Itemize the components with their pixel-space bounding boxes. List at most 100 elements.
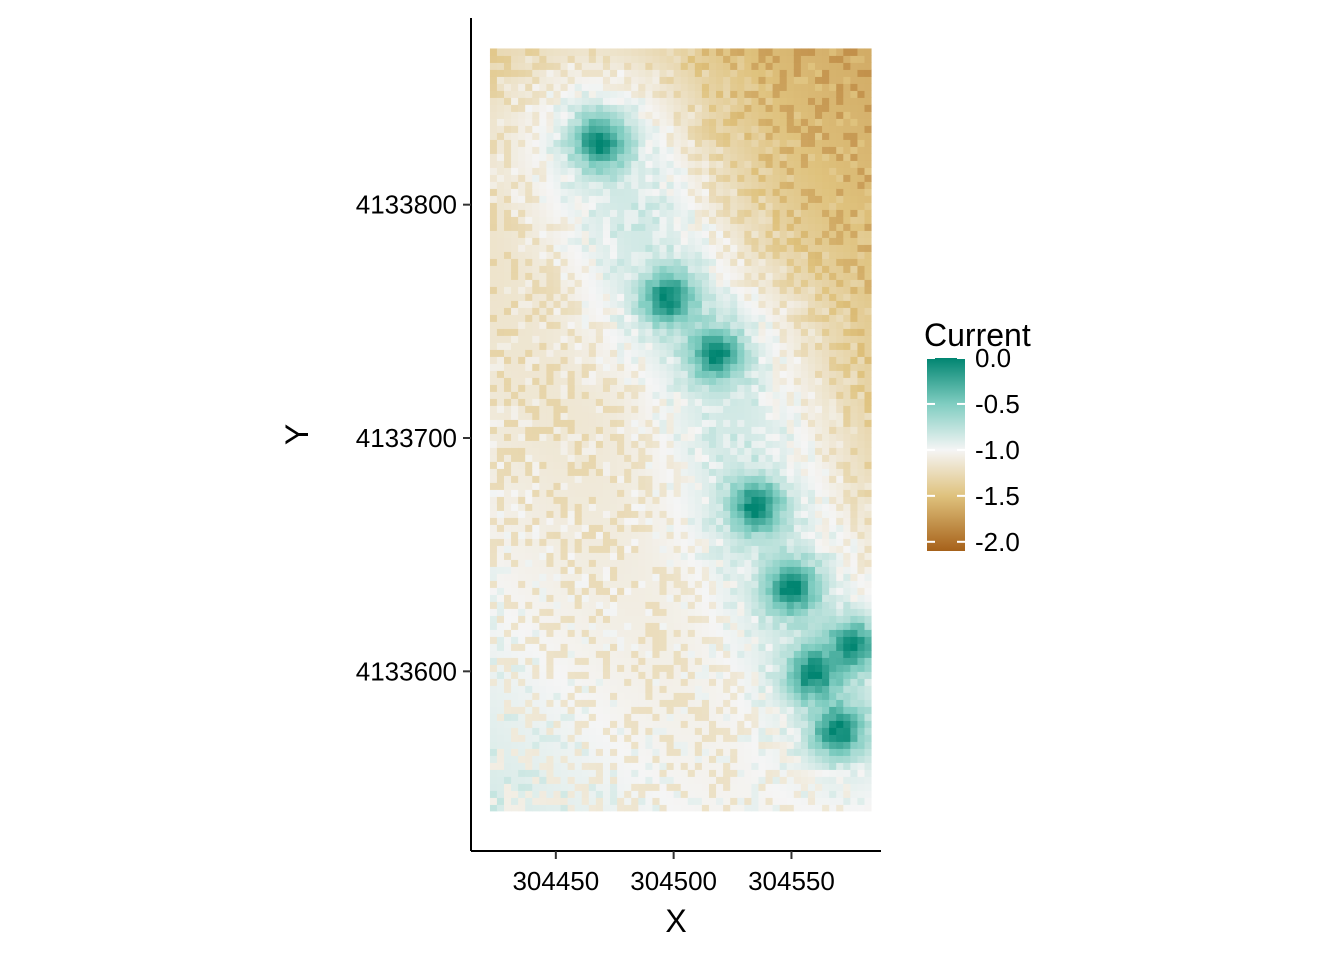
heatmap-cell bbox=[581, 153, 590, 161]
heatmap-cell bbox=[624, 650, 632, 658]
heatmap-cell bbox=[652, 580, 661, 588]
heatmap-cell bbox=[610, 699, 618, 707]
heatmap-cell bbox=[737, 97, 745, 105]
heatmap-cell bbox=[786, 426, 795, 434]
heatmap-cell bbox=[617, 608, 625, 616]
heatmap-cell bbox=[617, 531, 625, 539]
heatmap-cell bbox=[793, 426, 802, 434]
heatmap-cell bbox=[807, 468, 816, 476]
heatmap-cell bbox=[638, 321, 646, 329]
heatmap-cell bbox=[602, 706, 611, 714]
heatmap-cell bbox=[610, 202, 618, 210]
heatmap-cell bbox=[496, 580, 505, 588]
heatmap-cell bbox=[765, 643, 774, 651]
heatmap-cell bbox=[779, 524, 788, 532]
heatmap-cell bbox=[503, 580, 512, 588]
heatmap-cell bbox=[532, 202, 540, 210]
heatmap-cell bbox=[730, 314, 738, 322]
heatmap-cell bbox=[680, 349, 689, 357]
heatmap-cell bbox=[779, 391, 788, 399]
heatmap-cell bbox=[553, 538, 562, 546]
heatmap-cell bbox=[638, 167, 646, 175]
heatmap-cell bbox=[694, 657, 703, 665]
heatmap-cell bbox=[793, 286, 802, 294]
heatmap-cell bbox=[716, 671, 724, 679]
heatmap-cell bbox=[751, 293, 760, 301]
heatmap-cell bbox=[511, 783, 519, 791]
heatmap-cell bbox=[560, 69, 569, 77]
heatmap-cell bbox=[610, 762, 618, 770]
heatmap-cell bbox=[793, 111, 802, 119]
heatmap-cell bbox=[496, 573, 505, 581]
heatmap-cell bbox=[708, 622, 717, 630]
heatmap-cell bbox=[532, 104, 540, 112]
heatmap-cell bbox=[518, 307, 526, 315]
heatmap-cell bbox=[793, 440, 802, 448]
heatmap-cell bbox=[574, 419, 583, 427]
heatmap-cell bbox=[786, 377, 795, 385]
heatmap-cell bbox=[779, 615, 788, 623]
heatmap-cell bbox=[624, 195, 632, 203]
heatmap-cell bbox=[503, 741, 512, 749]
heatmap-cell bbox=[786, 517, 795, 525]
heatmap-cell bbox=[730, 419, 738, 427]
heatmap-cell bbox=[680, 132, 689, 140]
heatmap-cell bbox=[546, 594, 555, 602]
heatmap-cell bbox=[659, 62, 668, 70]
heatmap-cell bbox=[638, 153, 646, 161]
heatmap-cell bbox=[659, 587, 668, 595]
heatmap-cell bbox=[503, 153, 512, 161]
heatmap-cell bbox=[694, 55, 703, 63]
heatmap-cell bbox=[489, 426, 498, 434]
heatmap-cell bbox=[617, 384, 625, 392]
heatmap-cell bbox=[737, 265, 745, 273]
heatmap-cell bbox=[730, 328, 738, 336]
heatmap-cell bbox=[624, 559, 632, 567]
heatmap-cell bbox=[765, 230, 774, 238]
heatmap-cell bbox=[624, 517, 632, 525]
heatmap-cell bbox=[694, 363, 703, 371]
heatmap-cell bbox=[624, 111, 632, 119]
heatmap-cell bbox=[687, 279, 696, 287]
heatmap-cell bbox=[793, 265, 802, 273]
heatmap-cell bbox=[518, 181, 526, 189]
heatmap-cell bbox=[511, 804, 519, 812]
heatmap-cell bbox=[595, 559, 604, 567]
heatmap-cell bbox=[617, 594, 625, 602]
heatmap-cell bbox=[687, 335, 696, 343]
heatmap-cell bbox=[751, 559, 760, 567]
heatmap-cell bbox=[772, 356, 781, 364]
heatmap-cell bbox=[489, 265, 498, 273]
heatmap-cell bbox=[546, 174, 555, 182]
heatmap-cell bbox=[539, 622, 547, 630]
heatmap-cell bbox=[723, 776, 731, 784]
heatmap-cell bbox=[793, 636, 802, 644]
heatmap-cell bbox=[525, 706, 533, 714]
heatmap-cell bbox=[786, 531, 795, 539]
heatmap-cell bbox=[624, 384, 632, 392]
heatmap-cell bbox=[730, 440, 738, 448]
heatmap-cell bbox=[744, 188, 752, 196]
heatmap-cell bbox=[624, 496, 632, 504]
heatmap-cell bbox=[595, 776, 604, 784]
heatmap-cell bbox=[701, 671, 710, 679]
heatmap-cell bbox=[800, 538, 809, 546]
heatmap-cell bbox=[730, 587, 738, 595]
heatmap-cell bbox=[503, 321, 512, 329]
heatmap-cell bbox=[723, 517, 731, 525]
heatmap-cell bbox=[631, 377, 639, 385]
heatmap-cell bbox=[525, 125, 533, 133]
heatmap-cell bbox=[737, 328, 745, 336]
heatmap-cell bbox=[546, 314, 555, 322]
heatmap-cell bbox=[772, 300, 781, 308]
heatmap-cell bbox=[687, 160, 696, 168]
heatmap-cell bbox=[602, 328, 611, 336]
heatmap-cell bbox=[694, 76, 703, 84]
heatmap-cell bbox=[503, 468, 512, 476]
heatmap-cell bbox=[793, 517, 802, 525]
heatmap-cell bbox=[532, 566, 540, 574]
heatmap-cell bbox=[511, 559, 519, 567]
heatmap-cell bbox=[532, 55, 540, 63]
heatmap-cell bbox=[574, 496, 583, 504]
heatmap-cell bbox=[779, 216, 788, 224]
